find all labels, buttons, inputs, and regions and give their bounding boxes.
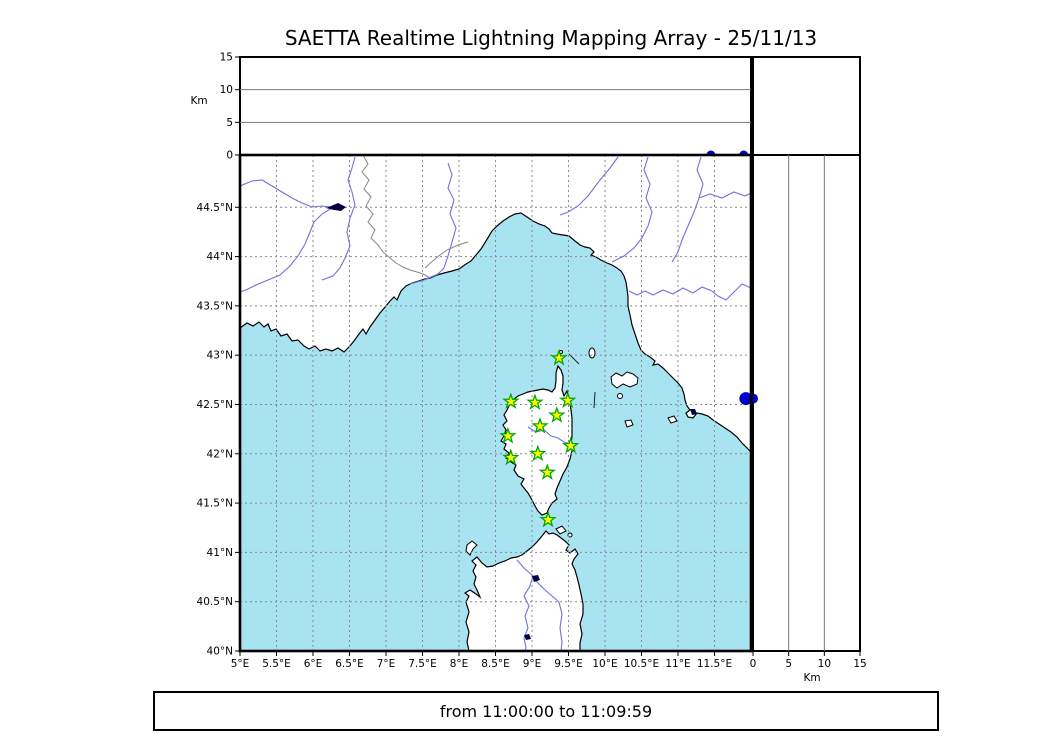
lon-tick-label: 5.5°E bbox=[262, 658, 291, 670]
river-tanaro bbox=[559, 156, 619, 216]
lma-station-markers bbox=[499, 348, 580, 528]
island-elba bbox=[610, 371, 639, 389]
figure-title: SAETTA Realtime Lightning Mapping Array … bbox=[285, 26, 817, 50]
time-range-box: from 11:00:00 to 11:09:59 bbox=[153, 691, 939, 731]
border-france-italy bbox=[361, 155, 430, 278]
lat-tick-label: 42°N bbox=[207, 448, 233, 460]
station-star bbox=[539, 510, 557, 528]
lon-tick-label: 10.5°E bbox=[624, 658, 659, 670]
station-star bbox=[529, 444, 547, 462]
lagoon-orbetello bbox=[690, 409, 697, 415]
island-giglio bbox=[667, 415, 678, 424]
lake-coghinas bbox=[532, 575, 540, 582]
lon-tick-label: 8.5°E bbox=[481, 658, 510, 670]
lon-tick-label: 7°E bbox=[377, 658, 396, 670]
corner-panel bbox=[752, 56, 861, 156]
island-pianosa bbox=[617, 393, 623, 399]
lon-tick-label: 11.5°E bbox=[697, 658, 732, 670]
lake-serre-poncon bbox=[326, 203, 346, 211]
island-asinara bbox=[465, 540, 478, 556]
station-star bbox=[561, 436, 580, 454]
lat-tick-label: 44.5°N bbox=[197, 202, 233, 214]
right-alt-tick-label: 10 bbox=[818, 658, 831, 670]
lat-tick-label: 43.5°N bbox=[197, 300, 233, 312]
lat-tick-label: 40°N bbox=[207, 646, 233, 658]
lon-tick-label: 7.5°E bbox=[408, 658, 437, 670]
station-star bbox=[538, 463, 557, 480]
map-water-features bbox=[240, 155, 751, 651]
station-star bbox=[559, 391, 577, 409]
river-magra bbox=[611, 156, 653, 263]
lon-tick-label: 9°E bbox=[523, 658, 542, 670]
altitude-latitude-panel bbox=[752, 154, 861, 652]
station-star bbox=[550, 348, 568, 366]
station-star bbox=[526, 393, 544, 410]
top-alt-tick-label: 10 bbox=[220, 84, 233, 96]
island-maddalena bbox=[555, 525, 567, 535]
top-alt-tick-label: 5 bbox=[226, 117, 233, 129]
top-alt-tick-label: 15 bbox=[220, 52, 233, 64]
station-star bbox=[499, 426, 517, 444]
altitude-longitude-panel bbox=[239, 56, 752, 156]
station-star bbox=[502, 448, 520, 466]
river-coghinas bbox=[516, 559, 534, 651]
river-arno bbox=[628, 283, 751, 301]
island-montecristo bbox=[624, 419, 634, 428]
top-alt-axis-label: Km bbox=[190, 95, 207, 107]
station-star bbox=[502, 392, 520, 409]
right-alt-tick-label: 0 bbox=[750, 658, 757, 670]
axis-tick-labels: 5°E 5.5°E 6°E 6.5°E 7°E 7.5°E 8°E 8.5°E 9°E 9.5°E… bbox=[197, 52, 867, 671]
map-graticule bbox=[240, 155, 751, 651]
border-spur bbox=[424, 241, 469, 269]
lat-tick-label: 41°N bbox=[207, 547, 233, 559]
river-durance-upper bbox=[240, 179, 332, 208]
island-capraia bbox=[588, 347, 596, 359]
map-source-markers bbox=[739, 392, 751, 406]
coastline-mainland bbox=[240, 155, 751, 453]
lat-tick-label: 40.5°N bbox=[197, 596, 233, 608]
source-dot-right-panel bbox=[753, 393, 758, 404]
lat-tick-label: 43°N bbox=[207, 350, 233, 362]
right-alt-tick-label: 15 bbox=[853, 658, 866, 670]
right-panel-gridlines bbox=[788, 155, 825, 651]
right-panel-sources bbox=[753, 393, 758, 404]
lon-tick-label: 6.5°E bbox=[335, 658, 364, 670]
station-star bbox=[531, 417, 549, 434]
lon-tick-label: 5°E bbox=[231, 658, 250, 670]
river-sardinia-east bbox=[534, 579, 563, 651]
lon-tick-label: 9.5°E bbox=[554, 658, 583, 670]
lon-tick-label: 10°E bbox=[592, 658, 617, 670]
coast-fragment-2 bbox=[593, 391, 596, 409]
top-alt-tick-label: 0 bbox=[226, 150, 233, 162]
source-dot-map bbox=[739, 392, 751, 406]
top-panel-gridlines bbox=[240, 89, 751, 123]
coastline-corsica bbox=[500, 364, 573, 516]
right-alt-axis-label: Km bbox=[803, 672, 820, 684]
lat-tick-label: 44°N bbox=[207, 251, 233, 263]
lat-tick-label: 42.5°N bbox=[197, 399, 233, 411]
river-po-tributary bbox=[698, 191, 751, 199]
map-land-layer bbox=[240, 155, 751, 651]
river-var bbox=[409, 162, 457, 285]
right-alt-tick-label: 5 bbox=[785, 658, 792, 670]
lon-tick-label: 6°E bbox=[304, 658, 323, 670]
station-star bbox=[548, 406, 566, 423]
river-serchio bbox=[671, 156, 704, 263]
coastline-sardinia bbox=[463, 530, 584, 651]
river-verdon bbox=[321, 156, 356, 281]
lon-tick-label: 11°E bbox=[665, 658, 690, 670]
lake-bidighinzu bbox=[524, 634, 531, 640]
time-range-text: from 11:00:00 to 11:09:59 bbox=[439, 701, 653, 721]
river-durance-lower bbox=[240, 207, 333, 293]
lat-tick-label: 41.5°N bbox=[197, 498, 233, 510]
lon-tick-label: 8°E bbox=[450, 658, 469, 670]
